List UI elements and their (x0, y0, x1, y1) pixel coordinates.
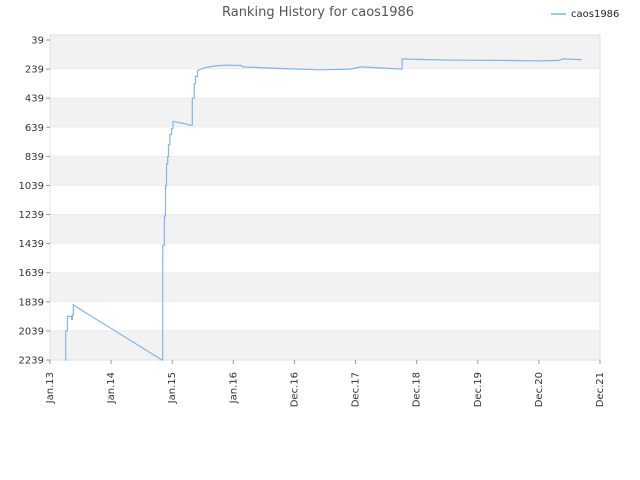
x-tick-label: Jan.14 (106, 372, 117, 404)
y-tick-label: 639 (25, 123, 44, 134)
y-tick-label: 1639 (19, 268, 44, 279)
grid-band (50, 69, 600, 99)
y-tick-label: 1839 (19, 297, 44, 308)
y-tick-label: 1239 (19, 210, 44, 221)
grid-band (50, 301, 600, 331)
grid-band (50, 330, 600, 360)
grid-band (50, 272, 600, 302)
x-tick-label: Dec.19 (473, 372, 484, 407)
x-tick-label: Jan.16 (228, 372, 239, 404)
grid-bands (49, 34, 601, 361)
y-tick-label: 239 (25, 65, 44, 76)
y-tick-label: 1039 (19, 181, 44, 192)
y-tick-label: 2039 (19, 326, 44, 337)
grid-band (50, 156, 600, 186)
legend-label: caos1986 (571, 9, 619, 20)
series-group (65, 58, 582, 361)
x-tick-label: Dec.18 (412, 372, 423, 407)
grid-band (50, 185, 600, 215)
grid-band (50, 35, 600, 70)
x-tick-label: Jan.15 (167, 372, 178, 404)
grid-band (50, 127, 600, 157)
grid-band (50, 214, 600, 244)
x-tick-label: Jan.13 (45, 372, 56, 404)
grid-band (50, 243, 600, 273)
y-tick-label: 1439 (19, 239, 44, 250)
x-tick-label: Dec.20 (534, 372, 545, 407)
grid-band (50, 98, 600, 128)
x-tick-label: Dec.16 (289, 372, 300, 407)
chart-title: Ranking History for caos1986 (222, 5, 414, 20)
x-axis: Jan.13 Jan.14 Jan.15 Jan.16 Dec.16 Dec.17 Dec.… (45, 360, 606, 407)
x-tick-label: Dec.17 (351, 372, 362, 407)
y-tick-label: 39 (31, 36, 44, 47)
y-axis: 39 239 439 639 839 1039 1239 1439 1639 1839 2039 22… (19, 36, 50, 367)
y-tick-label: 2239 (19, 356, 44, 367)
y-tick-label: 839 (25, 152, 44, 163)
plot-frame (49, 34, 601, 361)
legend[interactable]: caos1986 (551, 9, 619, 20)
x-tick-label: Dec.21 (595, 372, 606, 407)
y-tick-label: 439 (25, 94, 44, 105)
series-line-caos1986 (65, 58, 582, 361)
